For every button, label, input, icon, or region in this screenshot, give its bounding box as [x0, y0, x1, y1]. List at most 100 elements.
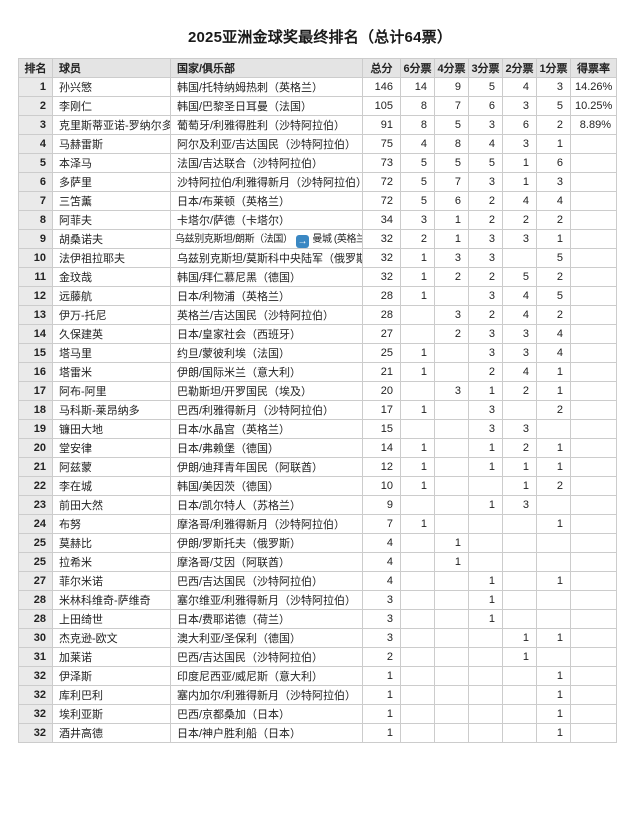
table-row: 22 李在城 韩国/美因茨（德国） 10 1 1 2 [18, 476, 617, 496]
votes-3pt-cell: 5 [468, 153, 503, 173]
player-cell: 塔马里 [52, 343, 171, 363]
rank-cell: 16 [18, 362, 53, 382]
rank-cell: 6 [18, 172, 53, 192]
votes-3pt-cell [468, 704, 503, 724]
col-header-club: 国家/俱乐部 [170, 58, 363, 78]
votes-2pt-cell: 5 [502, 267, 537, 287]
votes-3pt-cell: 3 [468, 286, 503, 306]
votes-1pt-cell [536, 647, 571, 667]
club-cell: 巴西/吉达国民（沙特阿拉伯） [170, 647, 363, 667]
votes-4pt-cell [434, 457, 469, 477]
votes-1pt-cell [536, 533, 571, 553]
votes-4pt-cell [434, 362, 469, 382]
table-row: 8 阿菲夫 卡塔尔/萨德（卡塔尔） 34 3 1 2 2 2 [18, 210, 617, 230]
votes-6pt-cell: 2 [400, 229, 435, 249]
votes-4pt-cell [434, 514, 469, 534]
rank-cell: 32 [18, 666, 53, 686]
total-cell: 27 [362, 324, 401, 344]
votes-2pt-cell: 4 [502, 191, 537, 211]
rank-cell: 15 [18, 343, 53, 363]
rank-cell: 18 [18, 400, 53, 420]
player-cell: 杰克逊-欧文 [52, 628, 171, 648]
player-cell: 金玟哉 [52, 267, 171, 287]
player-cell: 米林科维奇-萨维奇 [52, 590, 171, 610]
table-row: 10 法伊祖拉耶夫 乌兹别克斯坦/莫斯科中央陆军（俄罗斯） 32 1 3 3 5 [18, 248, 617, 268]
col-header-3pt: 3分票 [468, 58, 503, 78]
votes-4pt-cell: 9 [434, 77, 469, 97]
player-cell: 马赫雷斯 [52, 134, 171, 154]
club-cell: 日本/神户胜利船（日本） [170, 723, 363, 743]
total-cell: 17 [362, 400, 401, 420]
vote-share-cell [570, 609, 617, 629]
rank-cell: 12 [18, 286, 53, 306]
rank-cell: 5 [18, 153, 53, 173]
votes-2pt-cell: 4 [502, 77, 537, 97]
player-cell: 阿兹蒙 [52, 457, 171, 477]
table-row: 7 三笘薰 日本/布莱顿（英格兰） 72 5 6 2 4 4 [18, 191, 617, 211]
votes-4pt-cell: 6 [434, 191, 469, 211]
votes-2pt-cell [502, 666, 537, 686]
ranking-page: 2025亚洲金球奖最终排名（总计64票） 排名 球员 国家/俱乐部 总分 6分票… [18, 29, 617, 743]
player-cell: 前田大然 [52, 495, 171, 515]
col-header-6pt: 6分票 [400, 58, 435, 78]
total-cell: 75 [362, 134, 401, 154]
votes-6pt-cell: 4 [400, 134, 435, 154]
votes-1pt-cell: 6 [536, 153, 571, 173]
vote-share-cell [570, 172, 617, 192]
votes-1pt-cell: 1 [536, 628, 571, 648]
club-cell: 巴勒斯坦/开罗国民（埃及） [170, 381, 363, 401]
vote-share-cell [570, 685, 617, 705]
votes-2pt-cell [502, 685, 537, 705]
club-cell: 摩洛哥/艾因（阿联酋） [170, 552, 363, 572]
votes-4pt-cell [434, 438, 469, 458]
votes-2pt-cell [502, 552, 537, 572]
player-cell: 多萨里 [52, 172, 171, 192]
votes-4pt-cell: 2 [434, 324, 469, 344]
votes-6pt-cell [400, 590, 435, 610]
votes-4pt-cell [434, 343, 469, 363]
votes-6pt-cell [400, 419, 435, 439]
table-row: 2 李刚仁 韩国/巴黎圣日耳曼（法国） 105 8 7 6 3 5 10.25% [18, 96, 617, 116]
total-cell: 10 [362, 476, 401, 496]
votes-4pt-cell [434, 400, 469, 420]
club-cell: 伊朗/罗斯托夫（俄罗斯） [170, 533, 363, 553]
club-cell: 巴西/京都桑加（日本） [170, 704, 363, 724]
player-cell: 上田绮世 [52, 609, 171, 629]
col-header-rank: 排名 [18, 58, 53, 78]
vote-share-cell: 14.26% [570, 77, 617, 97]
votes-3pt-cell: 3 [468, 172, 503, 192]
table-row: 25 莫赫比 伊朗/罗斯托夫（俄罗斯） 4 1 [18, 533, 617, 553]
votes-6pt-cell [400, 495, 435, 515]
vote-share-cell [570, 647, 617, 667]
total-cell: 14 [362, 438, 401, 458]
votes-4pt-cell [434, 723, 469, 743]
votes-6pt-cell: 1 [400, 457, 435, 477]
total-cell: 3 [362, 609, 401, 629]
rank-cell: 17 [18, 381, 53, 401]
club-cell: 约旦/蒙彼利埃（法国） [170, 343, 363, 363]
vote-share-cell [570, 191, 617, 211]
player-cell: 本泽马 [52, 153, 171, 173]
votes-3pt-cell: 1 [468, 571, 503, 591]
player-cell: 远藤航 [52, 286, 171, 306]
votes-1pt-cell: 1 [536, 362, 571, 382]
votes-6pt-cell: 1 [400, 267, 435, 287]
vote-share-cell [570, 552, 617, 572]
table-row: 11 金玟哉 韩国/拜仁慕尼黑（德国） 32 1 2 2 5 2 [18, 267, 617, 287]
vote-share-cell [570, 210, 617, 230]
vote-share-cell [570, 723, 617, 743]
table-row: 3 克里斯蒂亚诺-罗纳尔多 葡萄牙/利雅得胜利（沙特阿拉伯） 91 8 5 3 6 2 8.89% [18, 115, 617, 135]
transfer-club-text: 曼城 (英格兰) [312, 234, 361, 245]
club-cell: 巴西/吉达国民（沙特阿拉伯） [170, 571, 363, 591]
header-row: 排名 球员 国家/俱乐部 总分 6分票 4分票 3分票 2分票 1分票 得票率 [18, 58, 617, 78]
votes-6pt-cell: 5 [400, 191, 435, 211]
votes-1pt-cell: 1 [536, 666, 571, 686]
table-row: 13 伊万-托尼 英格兰/吉达国民（沙特阿拉伯） 28 3 2 4 2 [18, 305, 617, 325]
votes-6pt-cell [400, 704, 435, 724]
votes-3pt-cell: 2 [468, 267, 503, 287]
player-cell: 伊万-托尼 [52, 305, 171, 325]
votes-6pt-cell: 5 [400, 172, 435, 192]
vote-share-cell [570, 419, 617, 439]
table-body: 1 孙兴慜 韩国/托特纳姆热刺（英格兰） 146 14 9 5 4 3 14.26% 2 李刚仁 韩国/… [18, 77, 617, 743]
total-cell: 34 [362, 210, 401, 230]
